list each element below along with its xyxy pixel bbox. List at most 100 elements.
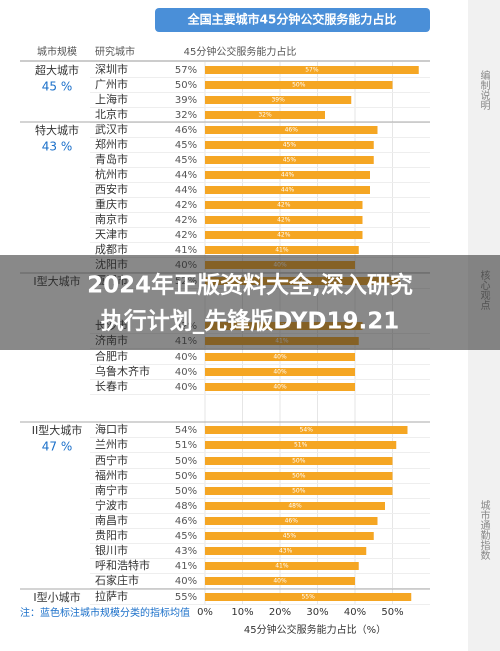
value-label: 40% <box>175 576 197 587</box>
bar-label: 45% <box>283 142 297 149</box>
bar-label: 40% <box>273 354 287 361</box>
bar-label: 51% <box>294 442 308 449</box>
group-mean: 47 % <box>42 440 73 454</box>
x-tick-label: 0% <box>197 607 213 618</box>
bar-label: 50% <box>292 473 306 480</box>
bar-label: 40% <box>273 578 287 585</box>
city-name: 成都市 <box>95 242 128 256</box>
overlay-band <box>0 255 500 350</box>
bar <box>205 231 363 239</box>
value-label: 46% <box>175 125 197 136</box>
sidebar-item: 编制说明 <box>478 69 490 111</box>
value-label: 41% <box>175 245 197 256</box>
value-label: 46% <box>175 516 197 527</box>
city-name: 南京市 <box>95 212 128 226</box>
city-name: 西宁市 <box>95 453 128 467</box>
bar <box>205 216 363 224</box>
value-label: 44% <box>175 170 197 181</box>
city-name: 长春市 <box>95 379 128 393</box>
bar <box>205 66 419 74</box>
city-name: 海口市 <box>95 422 128 436</box>
bar <box>205 96 352 104</box>
bar-label: 44% <box>281 172 295 179</box>
bar-label: 50% <box>292 458 306 465</box>
city-name: 南宁市 <box>95 483 128 497</box>
bar <box>205 562 359 570</box>
city-name: 深圳市 <box>95 62 128 76</box>
value-label: 39% <box>175 95 197 106</box>
value-label: 54% <box>175 425 197 436</box>
city-name: 杭州市 <box>95 167 128 181</box>
value-label: 44% <box>175 185 197 196</box>
bar-label: 46% <box>285 518 299 525</box>
bar-label: 45% <box>283 533 297 540</box>
x-axis-label: 45分钟公交服务能力占比（%） <box>244 623 386 636</box>
value-label: 50% <box>175 80 197 91</box>
group-name: I型小城市 <box>33 590 80 604</box>
overlay-text: 2024年正版资料大全,深入研究 <box>87 272 413 299</box>
bar-label: 55% <box>301 594 315 601</box>
value-label: 40% <box>175 352 197 363</box>
city-name: 兰州市 <box>95 437 128 451</box>
bar <box>205 577 355 585</box>
bar <box>205 457 393 465</box>
value-label: 50% <box>175 471 197 482</box>
value-label: 42% <box>175 215 197 226</box>
bar-label: 42% <box>277 217 291 224</box>
bar-label: 45% <box>283 157 297 164</box>
city-name: 银川市 <box>95 543 128 557</box>
city-name: 呼和浩特市 <box>95 558 150 572</box>
group-mean: 43 % <box>42 140 73 154</box>
value-label: 41% <box>175 561 197 572</box>
value-label: 57% <box>175 65 197 76</box>
city-name: 福州市 <box>95 468 128 482</box>
bar <box>205 441 397 449</box>
bar <box>205 111 325 119</box>
x-tick-label: 50% <box>381 607 403 618</box>
value-label: 40% <box>175 382 197 393</box>
city-name: 武汉市 <box>95 122 128 136</box>
city-name: 拉萨市 <box>95 589 128 603</box>
bar <box>205 502 385 510</box>
column-header: 城市规模 <box>37 45 77 58</box>
bar-label: 46% <box>285 127 299 134</box>
overlay-text: 执行计划_先锋版DYD19.21 <box>101 308 399 335</box>
value-label: 45% <box>175 531 197 542</box>
sidebar-item: 城市通勤指数 <box>478 500 490 561</box>
city-name: 石家庄市 <box>95 573 139 587</box>
city-name: 郑州市 <box>95 137 128 151</box>
bar-label: 41% <box>275 563 289 570</box>
city-name: 合肥市 <box>95 349 128 363</box>
group-name: 超大城市 <box>35 63 79 77</box>
x-tick-label: 20% <box>269 607 291 618</box>
bar <box>205 353 355 361</box>
bar <box>205 472 393 480</box>
bar <box>205 547 367 555</box>
bar <box>205 156 374 164</box>
city-name: 青岛市 <box>95 152 128 166</box>
bar-label: 32% <box>258 112 272 119</box>
city-name: 天津市 <box>95 227 128 241</box>
city-name: 南昌市 <box>95 513 128 527</box>
value-label: 50% <box>175 486 197 497</box>
bar <box>205 532 374 540</box>
bar <box>205 426 408 434</box>
bar-label: 57% <box>305 67 319 74</box>
x-tick-label: 10% <box>231 607 253 618</box>
city-name: 广州市 <box>95 77 128 91</box>
bar-label: 40% <box>273 384 287 391</box>
value-label: 45% <box>175 140 197 151</box>
bar-label: 50% <box>292 488 306 495</box>
value-label: 43% <box>175 546 197 557</box>
bar <box>205 186 370 194</box>
group-name: II型大城市 <box>32 423 83 437</box>
value-label: 48% <box>175 501 197 512</box>
bar <box>205 517 378 525</box>
bar <box>205 593 412 601</box>
chart-title: 全国主要城市45分钟公交服务能力占比 <box>187 12 397 27</box>
bar-label: 42% <box>277 202 291 209</box>
group-mean: 45 % <box>42 80 73 94</box>
bar-label: 39% <box>271 97 285 104</box>
note: 注：蓝色标注城市规模分类的指标均值 <box>20 606 190 619</box>
